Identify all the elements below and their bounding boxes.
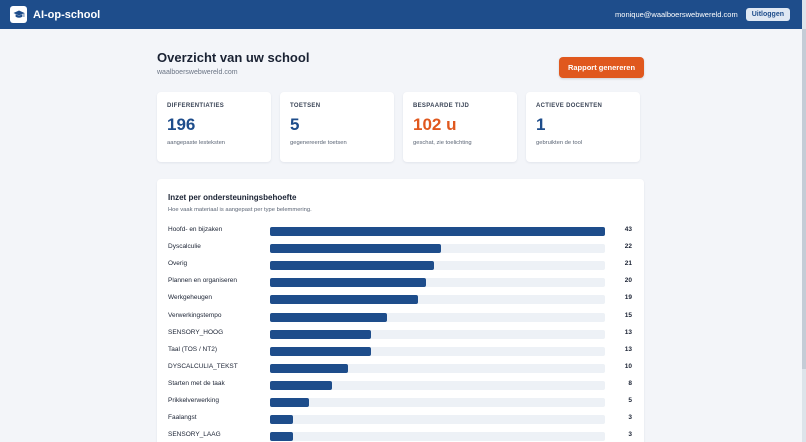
bar-value-label: 22 [624, 243, 632, 251]
app-brand-name[interactable]: AI-op-school [33, 8, 101, 21]
bar-label: Starten met de taak [168, 379, 225, 387]
generate-report-button[interactable]: Rapport genereren [559, 57, 644, 78]
bar-row: Werkgeheugen 19 [157, 292, 644, 306]
bar-track [270, 227, 605, 236]
bar [270, 432, 294, 442]
bar [270, 380, 333, 390]
bar [270, 415, 294, 425]
stat-value: 102 u [413, 115, 457, 134]
bar-value-label: 13 [624, 345, 632, 353]
bar-value-label: 10 [624, 362, 632, 370]
bar [270, 363, 348, 373]
bar-row: Plannen en organiseren 20 [157, 275, 644, 289]
stats-row: DIFFERENTIATIES 196 aangepaste lestekste… [157, 92, 640, 162]
stat-value: 1 [536, 115, 546, 134]
stat-card-bespaarde-tijd: BESPAARDE TIJD 102 u geschat, zie toelic… [403, 92, 517, 162]
bar-track [270, 261, 605, 271]
bar-value-label: 43 [624, 226, 632, 233]
bar-label: Faalangst [168, 414, 197, 422]
bar-value-label: 3 [628, 431, 632, 439]
bar-label: Overig [168, 260, 188, 268]
bar-track [270, 398, 605, 407]
bar-label: SENSORY_HOOG [168, 328, 224, 336]
bar [270, 312, 387, 322]
stat-value: 5 [290, 115, 300, 134]
bar-row: Starten met de taak 8 [157, 378, 644, 392]
bar-row: SENSORY_LAAG 3 [157, 429, 644, 442]
bar [270, 278, 426, 288]
page-title: Overzicht van uw school [157, 50, 310, 65]
user-email: monique@waalboerswebwereld.com [615, 10, 738, 19]
bar [270, 227, 605, 236]
bar-value-label: 8 [628, 379, 632, 387]
graduation-cap-icon [10, 6, 27, 23]
bar-row: DYSCALCULIA_TEKST 10 [157, 361, 644, 375]
stat-description: gebruikten de tool [536, 140, 583, 146]
bar-row: Verwerkingstempo 15 [157, 310, 644, 324]
bar-track [270, 363, 605, 373]
top-navigation-bar: AI-op-school monique@waalboerswebwereld.… [0, 0, 802, 29]
bar [270, 244, 442, 254]
page-scrollbar[interactable] [802, 0, 806, 442]
bar-track [270, 312, 605, 322]
bar-row: Overig 21 [157, 258, 644, 272]
stat-description: aangepaste lesteksten [167, 140, 226, 146]
bar-track [270, 415, 605, 425]
scrollbar-thumb[interactable] [802, 29, 806, 369]
bar [270, 295, 419, 305]
stat-label: TOETSEN [290, 103, 321, 109]
bar-value-label: 5 [628, 397, 632, 404]
bar [270, 261, 434, 271]
bar-label: Hoofd- en bijzaken [168, 226, 223, 233]
bar-value-label: 15 [624, 311, 632, 319]
bar [270, 329, 372, 339]
bar [270, 346, 372, 356]
stat-value: 196 [167, 115, 196, 134]
bar-label: Werkgeheugen [168, 294, 212, 302]
stat-description: gegenereerde toetsen [290, 140, 347, 146]
chart-title: Inzet per ondersteuningsbehoefte [168, 193, 297, 202]
page-subtitle: waalboerswebwereld.com [157, 69, 238, 76]
bar-row: Taal (TOS / NT2) 13 [157, 344, 644, 358]
bar-track [270, 295, 605, 305]
bar-track [270, 329, 605, 339]
bar-label: Plannen en organiseren [168, 277, 238, 285]
bar-value-label: 19 [624, 294, 632, 302]
bar-label: Verwerkingstempo [168, 311, 222, 319]
bar-value-label: 13 [624, 328, 632, 336]
bar-track [270, 346, 605, 356]
bar-row: Prikkelverwerking 5 [157, 395, 644, 409]
support-needs-chart-panel: Inzet per ondersteuningsbehoefte Hoe vaa… [157, 179, 644, 442]
bar-value-label: 3 [628, 414, 632, 422]
stat-label: DIFFERENTIATIES [167, 103, 225, 109]
bar [270, 398, 309, 407]
bar-value-label: 21 [624, 260, 632, 268]
logout-button[interactable]: Uitloggen [745, 8, 790, 21]
bar-track [270, 380, 605, 390]
bar-label: SENSORY_LAAG [168, 431, 221, 439]
bar-label: DYSCALCULIA_TEKST [168, 362, 238, 370]
bar-label: Taal (TOS / NT2) [168, 345, 218, 353]
bar-track [270, 432, 605, 442]
bar-track [270, 278, 605, 288]
stat-description: geschat, zie toelichting [413, 140, 472, 146]
chart-subtitle: Hoe vaak materiaal is aangepast per type… [168, 207, 312, 213]
stat-label: ACTIEVE DOCENTEN [536, 103, 603, 109]
bar-track [270, 244, 605, 254]
stat-card-differentiaties: DIFFERENTIATIES 196 aangepaste lestekste… [157, 92, 271, 162]
bar-row: SENSORY_HOOG 13 [157, 327, 644, 341]
bar-row: Faalangst 3 [157, 412, 644, 426]
bar-row: Hoofd- en bijzaken 43 [157, 224, 644, 238]
bar-label: Dyscalculie [168, 243, 201, 251]
bar-value-label: 20 [624, 277, 632, 285]
stat-card-actieve-docenten: ACTIEVE DOCENTEN 1 gebruikten de tool [526, 92, 640, 162]
bar-label: Prikkelverwerking [168, 397, 219, 404]
stat-card-toetsen: TOETSEN 5 gegenereerde toetsen [280, 92, 394, 162]
bar-row: Dyscalculie 22 [157, 241, 644, 255]
stat-label: BESPAARDE TIJD [413, 103, 470, 109]
